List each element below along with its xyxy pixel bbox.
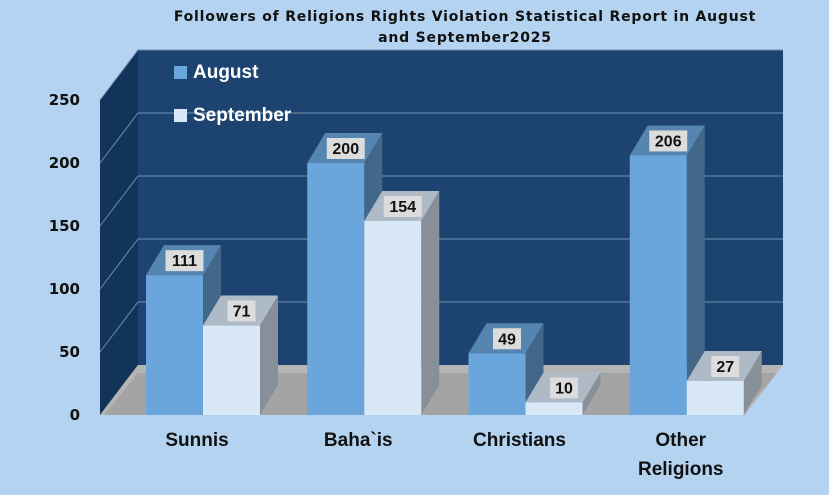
legend-swatch (174, 109, 187, 122)
chart-title-line: and September2025 (378, 30, 552, 46)
bar-september-1: 154 (364, 190, 440, 415)
x-tick-label: Christians (473, 430, 566, 451)
y-tick-label: 150 (49, 217, 80, 235)
bar-front-face (629, 155, 687, 415)
x-tick-label: Sunnis (165, 430, 228, 451)
x-tick-label: Other (655, 430, 706, 451)
bar-august-2: 49 (468, 323, 544, 415)
data-label-box (550, 377, 578, 399)
bar-side-face (260, 295, 278, 415)
legend-label: August (193, 62, 259, 83)
legend: August September (174, 62, 292, 126)
y-tick-label: 100 (49, 280, 80, 298)
y-tick-label: 0 (70, 406, 80, 424)
bars: 111 71 200 154 49 10 206 27 (146, 125, 762, 415)
bar-front-face (525, 402, 583, 415)
data-label: 10 (555, 380, 573, 397)
bar-september-3: 27 (686, 350, 762, 415)
legend-label: September (193, 105, 292, 126)
legend-swatch (174, 66, 187, 79)
bar-side-face (421, 190, 440, 415)
data-label-box (165, 250, 204, 272)
bar-side-face (686, 125, 705, 415)
gridline (99, 175, 783, 227)
bar-side-face (582, 372, 601, 415)
y-tick-label: 250 (49, 91, 80, 109)
side-wall (100, 50, 138, 415)
gridline (99, 49, 783, 101)
bar-front-face (364, 220, 422, 415)
x-tick-label: Religions (638, 459, 724, 480)
bar-september-0: 71 (203, 295, 278, 415)
data-label-box (649, 130, 688, 152)
gridline (99, 238, 783, 290)
gridline (99, 301, 783, 353)
data-label-box (227, 300, 256, 322)
bar-front-face (307, 163, 365, 415)
y-tick-label: 50 (59, 343, 80, 361)
chart-title-line: Followers of Religions Rights Violation … (174, 9, 756, 25)
data-label: 49 (498, 331, 516, 348)
bar-september-2: 10 (525, 372, 601, 415)
back-wall (138, 50, 783, 365)
bar-august-3: 206 (629, 125, 705, 415)
data-label: 206 (655, 133, 682, 150)
x-tick-label: Baha`is (324, 430, 393, 451)
gridline (99, 112, 783, 164)
bar-front-face (146, 275, 203, 415)
y-axis: 0 50 100 150 200 250 (49, 91, 80, 424)
data-label-box (711, 355, 740, 377)
y-tick-label: 200 (49, 154, 80, 172)
bar-side-face (743, 350, 762, 415)
data-label: 111 (172, 253, 197, 270)
bar-front-face (203, 325, 260, 415)
data-label-box (326, 138, 365, 159)
data-label-box (383, 195, 422, 217)
chart-title: Followers of Religions Rights Violation … (174, 9, 756, 46)
data-label: 71 (233, 304, 251, 321)
bar-front-face (686, 380, 744, 415)
gridlines (99, 49, 783, 353)
data-label: 200 (332, 141, 359, 158)
data-label-box (493, 328, 521, 350)
data-label: 27 (716, 359, 734, 376)
data-label: 154 (389, 199, 416, 216)
x-axis: Sunnis Baha`is Christians Other Religions (165, 430, 723, 480)
bar-front-face (468, 353, 526, 415)
